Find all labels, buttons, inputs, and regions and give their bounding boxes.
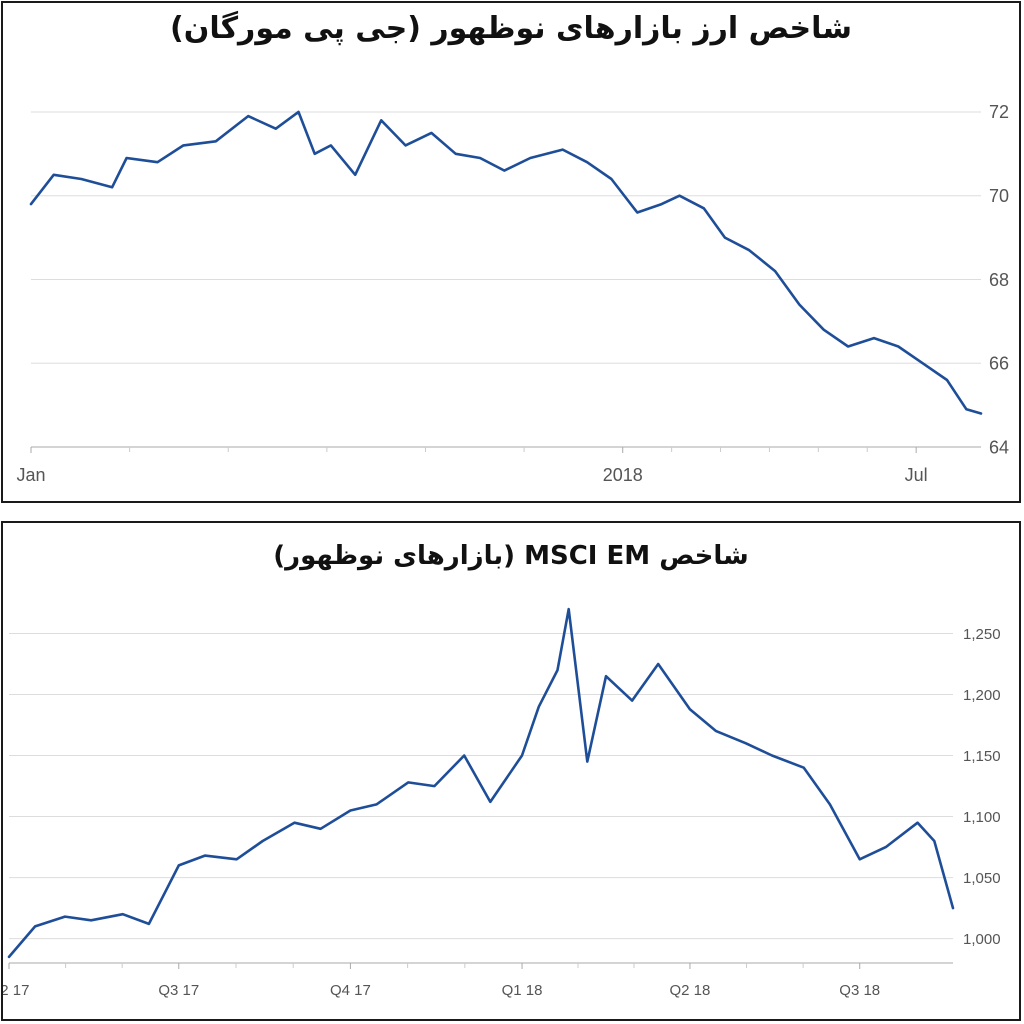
series-line	[29, 110, 983, 415]
currency-index-panel: شاخص ارز بازارهای نوظهور (جی پی مورگان) …	[1, 1, 1021, 503]
y-tick-label: 64	[989, 437, 1009, 457]
x-tick-label: Jan	[16, 465, 45, 485]
series-line	[7, 607, 955, 959]
y-tick-label: 72	[989, 102, 1009, 122]
y-tick-label: 1,050	[963, 870, 1001, 887]
x-tick-label: Jul	[905, 465, 928, 485]
msci-em-chart: 1,000 1,050 1,100 1,150 1,200 1,250 Q2 17 Q3 17…	[3, 607, 1001, 999]
x-tick-label: Q4 17	[330, 982, 371, 999]
msci-em-panel: شاخص MSCI EM (بازارهای نوظهور) 1,000 1,05…	[1, 521, 1021, 1021]
x-tick-label: Q3 18	[839, 982, 880, 999]
y-tick-label: 1,150	[963, 748, 1001, 765]
chart-title: شاخص ارز بازارهای نوظهور (جی پی مورگان)	[170, 11, 852, 46]
chart-title: شاخص MSCI EM (بازارهای نوظهور)	[273, 541, 749, 571]
x-tick-label: Q3 17	[158, 982, 199, 999]
y-tick-label: 70	[989, 186, 1009, 206]
y-tick-label: 1,100	[963, 809, 1001, 826]
y-tick-label: 68	[989, 270, 1009, 290]
y-tick-label: 66	[989, 354, 1009, 374]
x-tick-label: Q1 18	[502, 982, 543, 999]
y-tick-label: 1,000	[963, 931, 1001, 948]
x-tick-label: 2018	[603, 465, 643, 485]
currency-index-chart: 64 66 68 70 72 Jan 2018 Jul	[16, 102, 1009, 485]
x-tick-label: Q2 17	[3, 982, 29, 999]
x-tick-label: Q2 18	[670, 982, 711, 999]
y-tick-label: 1,250	[963, 626, 1001, 643]
y-tick-label: 1,200	[963, 687, 1001, 704]
